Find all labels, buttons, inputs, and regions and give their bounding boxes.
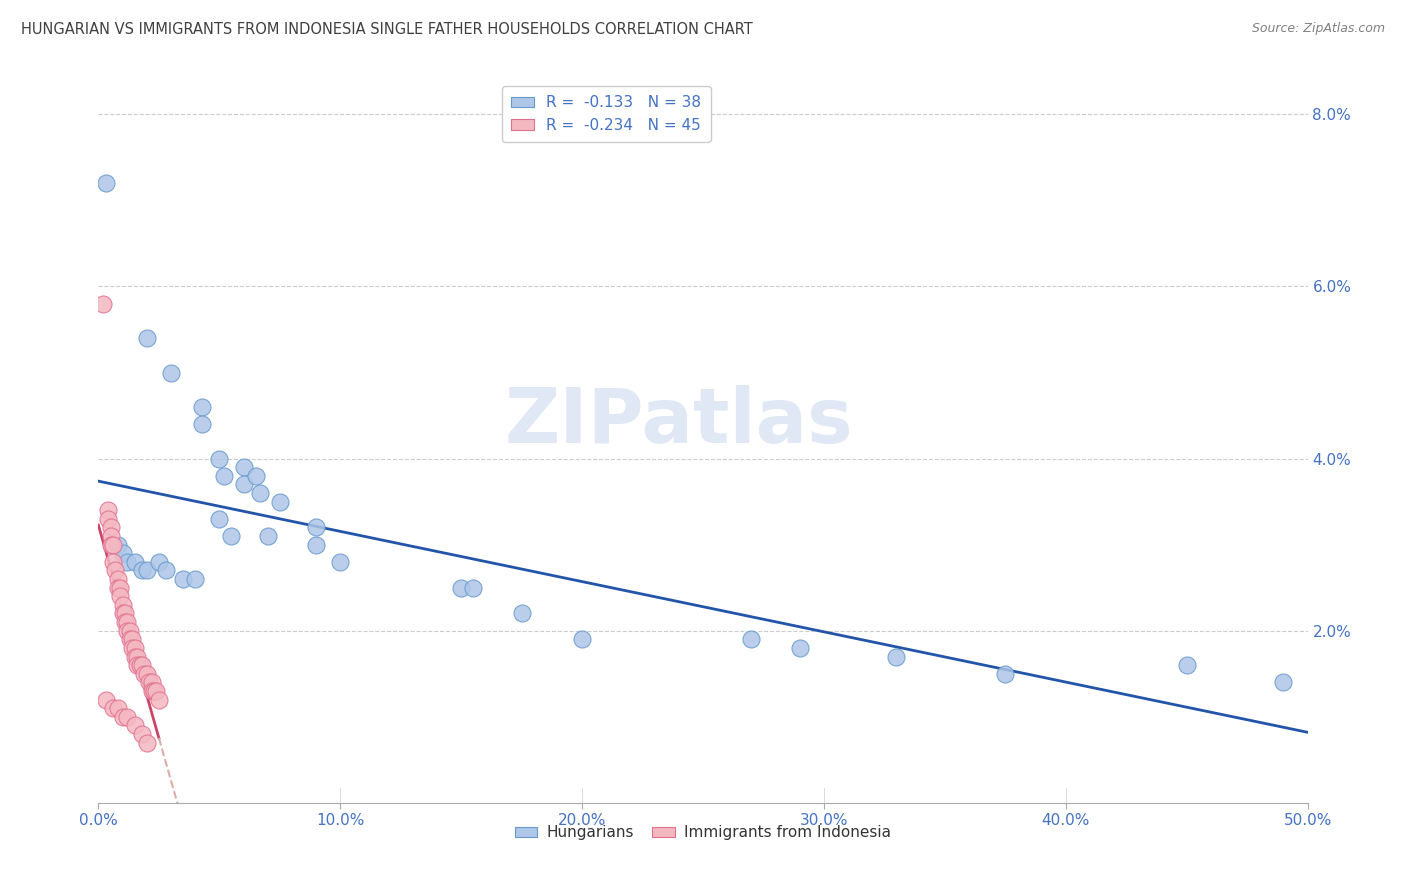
- Point: [107, 701, 129, 715]
- Point: [94, 692, 117, 706]
- Point: [97, 512, 120, 526]
- Point: [104, 564, 127, 578]
- Point: [135, 331, 157, 345]
- Point: [245, 468, 267, 483]
- Point: [305, 538, 328, 552]
- Point: [121, 632, 143, 647]
- Point: [101, 701, 124, 715]
- Point: [117, 615, 139, 629]
- Point: [135, 735, 157, 749]
- Point: [148, 692, 170, 706]
- Point: [97, 503, 120, 517]
- Point: [886, 649, 908, 664]
- Point: [450, 581, 472, 595]
- Point: [191, 400, 214, 414]
- Point: [740, 632, 762, 647]
- Point: [117, 624, 139, 638]
- Point: [269, 494, 291, 508]
- Point: [1272, 675, 1295, 690]
- Point: [329, 555, 352, 569]
- Point: [141, 675, 163, 690]
- Point: [155, 564, 177, 578]
- Point: [121, 640, 143, 655]
- Point: [141, 684, 163, 698]
- Point: [114, 607, 136, 621]
- Point: [101, 538, 124, 552]
- Point: [91, 296, 114, 310]
- Point: [138, 675, 160, 690]
- Point: [232, 477, 254, 491]
- Point: [1175, 658, 1198, 673]
- Point: [249, 486, 271, 500]
- Point: [114, 615, 136, 629]
- Point: [510, 607, 533, 621]
- Text: ZIPatlas: ZIPatlas: [505, 385, 853, 459]
- Point: [94, 176, 117, 190]
- Point: [131, 564, 153, 578]
- Text: Source: ZipAtlas.com: Source: ZipAtlas.com: [1251, 22, 1385, 36]
- Point: [208, 512, 231, 526]
- Point: [184, 572, 207, 586]
- Point: [118, 632, 141, 647]
- Point: [789, 640, 811, 655]
- Point: [108, 581, 131, 595]
- Point: [111, 607, 134, 621]
- Point: [111, 546, 134, 560]
- Point: [463, 581, 485, 595]
- Text: HUNGARIAN VS IMMIGRANTS FROM INDONESIA SINGLE FATHER HOUSEHOLDS CORRELATION CHAR: HUNGARIAN VS IMMIGRANTS FROM INDONESIA S…: [21, 22, 752, 37]
- Point: [212, 468, 235, 483]
- Point: [305, 520, 328, 534]
- Point: [100, 520, 122, 534]
- Point: [127, 658, 149, 673]
- Point: [135, 666, 157, 681]
- Point: [571, 632, 593, 647]
- Point: [128, 658, 150, 673]
- Point: [117, 555, 139, 569]
- Point: [131, 658, 153, 673]
- Point: [208, 451, 231, 466]
- Point: [134, 666, 156, 681]
- Point: [118, 624, 141, 638]
- Point: [160, 366, 183, 380]
- Point: [107, 581, 129, 595]
- Point: [124, 718, 146, 732]
- Point: [221, 529, 243, 543]
- Point: [100, 529, 122, 543]
- Point: [107, 572, 129, 586]
- Point: [124, 649, 146, 664]
- Point: [101, 555, 124, 569]
- Point: [135, 564, 157, 578]
- Point: [131, 727, 153, 741]
- Point: [148, 555, 170, 569]
- Point: [232, 460, 254, 475]
- Point: [111, 598, 134, 612]
- Point: [256, 529, 278, 543]
- Point: [124, 555, 146, 569]
- Point: [107, 538, 129, 552]
- Legend: Hungarians, Immigrants from Indonesia: Hungarians, Immigrants from Indonesia: [509, 819, 897, 847]
- Point: [143, 684, 166, 698]
- Point: [108, 589, 131, 603]
- Point: [191, 417, 214, 432]
- Point: [100, 538, 122, 552]
- Point: [145, 684, 167, 698]
- Point: [111, 710, 134, 724]
- Point: [172, 572, 194, 586]
- Point: [994, 666, 1017, 681]
- Point: [124, 640, 146, 655]
- Point: [117, 710, 139, 724]
- Point: [127, 649, 149, 664]
